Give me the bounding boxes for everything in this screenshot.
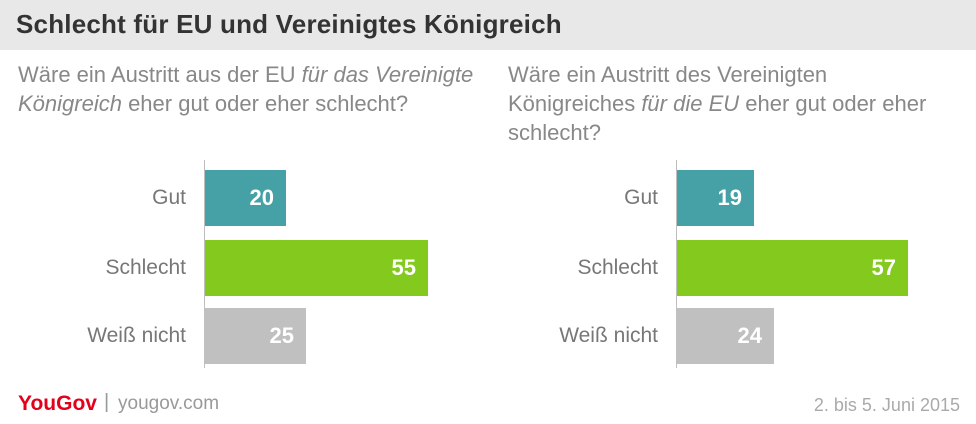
category-label: Gut (152, 186, 186, 209)
yougov-logo: YouGov (18, 392, 97, 415)
bar-value-label: 55 (391, 255, 416, 280)
question-right: Wäre ein Austritt des Vereinigten Königr… (508, 60, 948, 147)
bar-left-2: 25 (205, 308, 306, 364)
footer-separator: | (104, 391, 110, 413)
bar-value-label: 20 (249, 185, 274, 210)
category-label: Gut (624, 186, 658, 209)
category-label: Schlecht (105, 256, 186, 279)
bar-value-label: 25 (269, 323, 294, 348)
bar-left-0: 20 (205, 170, 286, 226)
bar-value-label: 57 (871, 255, 896, 280)
axis-line (676, 160, 677, 368)
bar-value-label: 19 (717, 185, 742, 210)
question-left: Wäre ein Austritt aus der EU für das Ver… (18, 60, 478, 118)
axis-line (204, 160, 205, 368)
category-label: Schlecht (577, 256, 658, 279)
bar-right-1: 57 (677, 240, 908, 296)
category-label: Weiß nicht (87, 324, 186, 347)
question-right-text-1: Wäre ein Austritt des Vereinigten Königr… (508, 62, 828, 116)
chart-left: Gut 20 Schlecht 55 Weiß nicht 25 (0, 160, 480, 375)
bar-left-1: 55 (205, 240, 428, 296)
question-left-italic: für das Vereinigte Königreich (18, 62, 474, 116)
question-right-italic: für die EU (641, 91, 740, 116)
chart-title: Schlecht für EU und Vereinigtes Königrei… (16, 9, 562, 39)
category-label: Weiß nicht (559, 324, 658, 347)
footer-url: yougov.com (118, 393, 220, 414)
bar-right-2: 24 (677, 308, 774, 364)
question-left-text-1: Wäre ein Austritt aus der EU (18, 62, 302, 87)
chart-right: Gut 19 Schlecht 57 Weiß nicht 24 (478, 160, 968, 375)
bar-right-0: 19 (677, 170, 754, 226)
title-bar: Schlecht für EU und Vereinigtes Königrei… (0, 0, 976, 50)
bar-value-label: 24 (737, 323, 762, 348)
question-right-text-2: eher gut oder eher schlecht? (508, 91, 927, 145)
question-left-text-2: eher gut oder eher schlecht? (121, 91, 409, 116)
survey-date: 2. bis 5. Juni 2015 (813, 395, 960, 415)
